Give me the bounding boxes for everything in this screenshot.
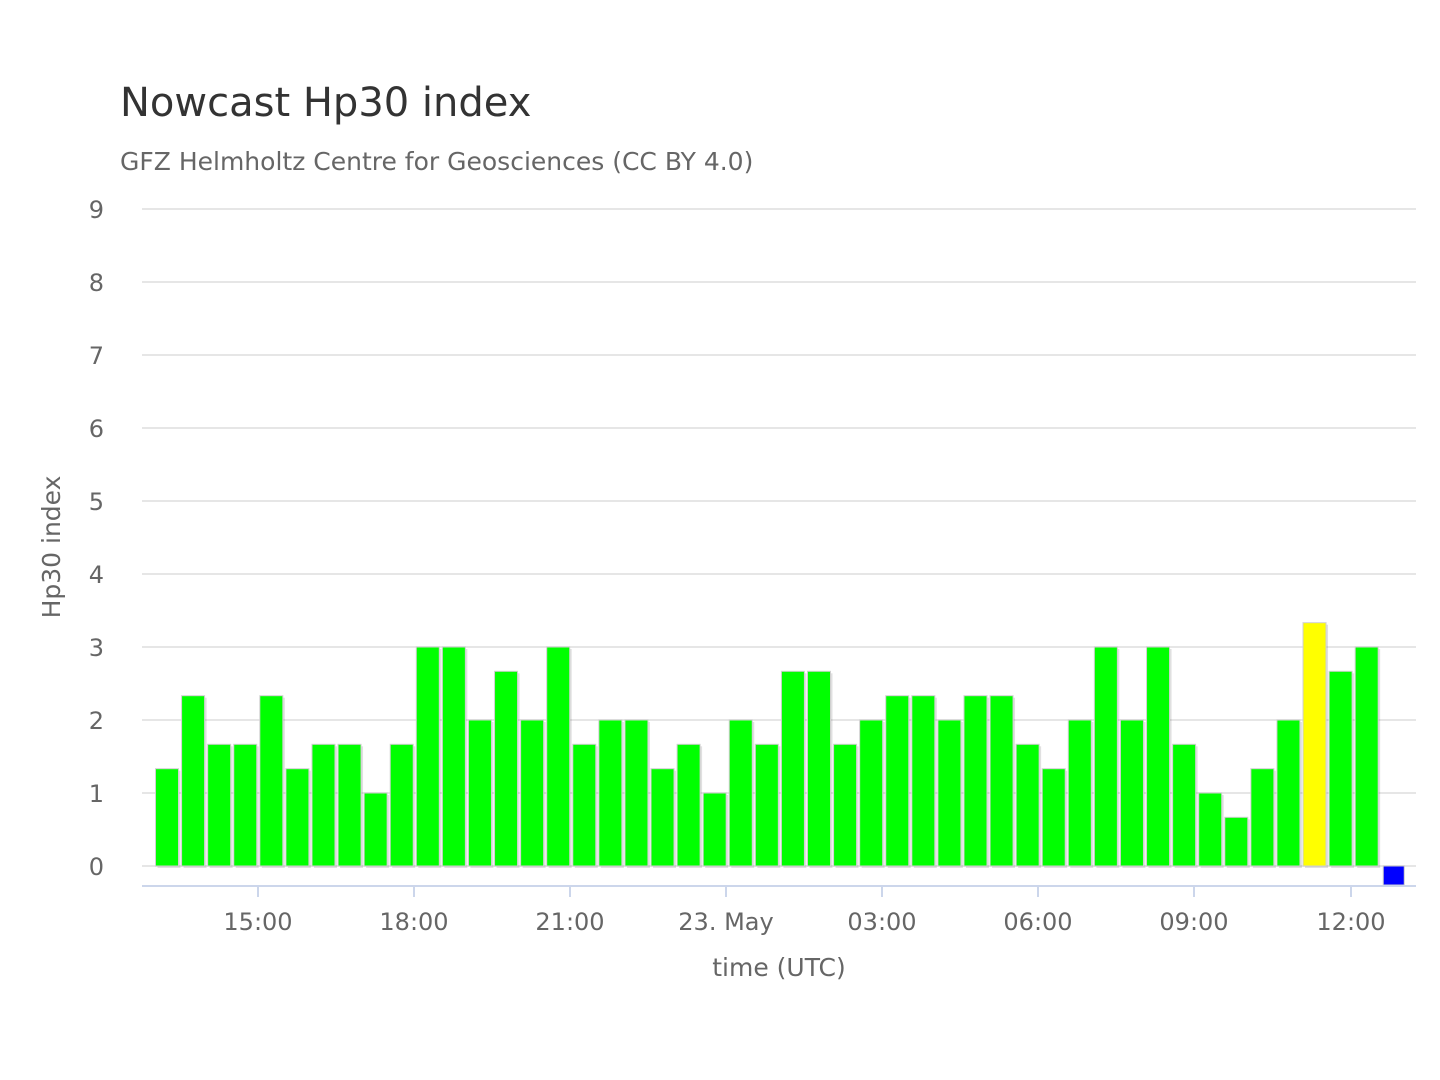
bar[interactable] [885,695,910,867]
bar[interactable] [1119,719,1144,867]
x-tick-label: 06:00 [1003,908,1072,936]
bar[interactable] [911,695,936,867]
bar[interactable] [1015,743,1040,867]
bar[interactable] [363,792,388,867]
bar[interactable] [807,670,831,867]
bar[interactable] [207,743,232,867]
y-tick-label: 7 [89,342,104,370]
bar[interactable] [1302,622,1327,867]
bar[interactable] [598,719,623,867]
bar[interactable] [989,695,1014,867]
bar[interactable] [520,719,545,867]
bar[interactable] [1146,646,1171,867]
bar[interactable] [702,792,727,867]
x-tick-label: 21:00 [535,908,604,936]
bar[interactable] [1250,768,1275,867]
x-tick-label: 03:00 [847,908,916,936]
y-axis-ticks: 0 1 2 3 4 5 6 7 8 9 [89,196,104,881]
chart-subtitle: GFZ Helmholtz Centre for Geosciences (CC… [120,147,753,176]
y-tick-label: 6 [89,415,104,443]
bar[interactable] [181,695,206,867]
bar[interactable] [1276,719,1301,867]
x-tick-label: 18:00 [379,908,448,936]
x-axis-ticks: 15:00 18:00 21:00 23. May 03:00 06:00 09:00 12:… [223,886,1386,936]
bar[interactable] [650,768,675,867]
x-tick-label: 15:00 [223,908,292,936]
bar[interactable] [155,768,179,867]
y-tick-label: 0 [89,853,104,881]
bar[interactable] [546,646,571,867]
bar-preliminary[interactable] [1382,865,1405,886]
bar[interactable] [1328,670,1353,867]
bars [155,622,1405,886]
bar[interactable] [833,743,858,867]
bar[interactable] [1224,816,1249,867]
bar[interactable] [389,743,414,867]
y-tick-label: 5 [89,488,104,516]
bar[interactable] [441,646,466,867]
bar[interactable] [259,695,284,867]
bar[interactable] [467,719,492,867]
bar[interactable] [1198,792,1223,867]
y-tick-label: 4 [89,561,104,589]
x-tick-label: 09:00 [1159,908,1228,936]
chart-title: Nowcast Hp30 index [120,80,531,126]
y-tick-label: 8 [89,269,104,297]
y-axis-title: Hp30 index [37,476,66,619]
y-tick-label: 2 [89,707,104,735]
x-axis-title: time (UTC) [712,953,846,982]
bar[interactable] [337,743,362,867]
bar[interactable] [963,695,988,867]
x-tick-label: 23. May [678,908,773,936]
bar[interactable] [937,719,962,867]
bar[interactable] [754,743,779,867]
x-tick-label: 12:00 [1316,908,1385,936]
bar[interactable] [572,743,597,867]
bar[interactable] [285,768,310,867]
y-tick-label: 1 [89,780,104,808]
y-tick-label: 3 [89,634,104,662]
bar[interactable] [494,670,519,867]
bar[interactable] [1354,646,1379,867]
bar[interactable] [1093,646,1118,867]
bar[interactable] [1067,719,1092,867]
bar[interactable] [311,743,336,867]
bar[interactable] [1172,743,1197,867]
bar[interactable] [728,719,753,867]
bar[interactable] [1041,768,1066,867]
bar[interactable] [859,719,884,867]
bar[interactable] [676,743,701,867]
bar[interactable] [780,670,805,867]
bar[interactable] [415,646,440,867]
bar[interactable] [624,719,649,867]
y-tick-label: 9 [89,196,104,224]
bar[interactable] [233,743,258,867]
